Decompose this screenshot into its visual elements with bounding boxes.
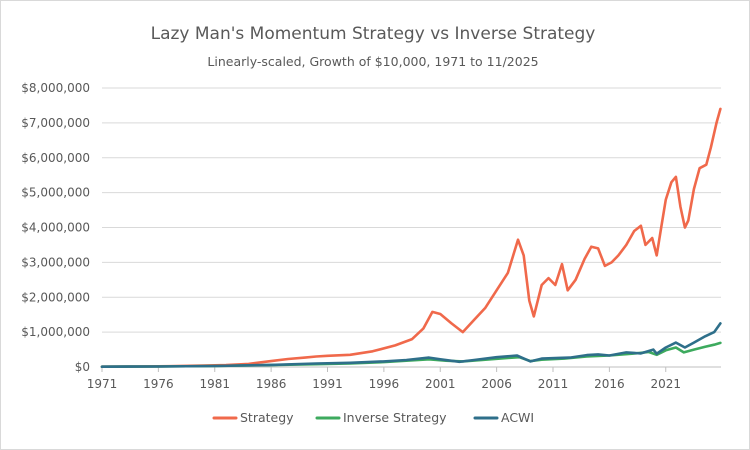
chart-subtitle: Linearly-scaled, Growth of $10,000, 1971…	[207, 54, 538, 69]
x-tick-label: 1981	[199, 377, 230, 391]
x-tick-label: 2006	[481, 377, 512, 391]
y-tick-label: $6,000,000	[21, 151, 90, 165]
x-tick-label: 1971	[87, 377, 118, 391]
legend[interactable]: Strategy Inverse Strategy ACWI	[212, 410, 534, 425]
x-tick-label: 2011	[538, 377, 569, 391]
y-tick-label: $0	[75, 360, 90, 374]
y-tick-label: $3,000,000	[21, 255, 90, 269]
y-tick-label: $2,000,000	[21, 290, 90, 304]
legend-label: Inverse Strategy	[343, 410, 447, 425]
legend-item-strategy[interactable]: Strategy	[212, 410, 294, 425]
y-tick-label: $5,000,000	[21, 186, 90, 200]
series-lines	[100, 107, 722, 368]
y-tick-label: $1,000,000	[21, 325, 90, 339]
y-tick-label: $8,000,000	[21, 81, 90, 95]
series-line-inverse-strategy	[100, 341, 722, 368]
legend-label: Strategy	[240, 410, 294, 425]
legend-item-acwi[interactable]: ACWI	[473, 410, 534, 425]
gridlines	[102, 87, 721, 333]
chart-title: Lazy Man's Momentum Strategy vs Inverse …	[151, 24, 596, 44]
y-tick-label: $4,000,000	[21, 221, 90, 235]
x-tick-label: 1991	[312, 377, 343, 391]
x-tick-label: 1986	[256, 377, 287, 391]
series-line-strategy	[100, 107, 722, 368]
x-tick-label: 1996	[369, 377, 400, 391]
x-tick-label: 1976	[143, 377, 174, 391]
y-axis-ticks: $0 $1,000,000 $2,000,000 $3,000,000 $4,000,0…	[21, 81, 90, 374]
x-tick-label: 2016	[594, 377, 625, 391]
legend-item-inverse-strategy[interactable]: Inverse Strategy	[315, 410, 447, 425]
legend-label: ACWI	[501, 410, 534, 425]
x-tick-label: 2001	[425, 377, 456, 391]
series-line-acwi	[100, 322, 722, 368]
y-tick-label: $7,000,000	[21, 116, 90, 130]
x-tick-label: 2021	[650, 377, 681, 391]
x-axis-ticks: 1971 1976 1981 1986 1991 1996 2001 2006 2011 2016…	[87, 367, 681, 391]
